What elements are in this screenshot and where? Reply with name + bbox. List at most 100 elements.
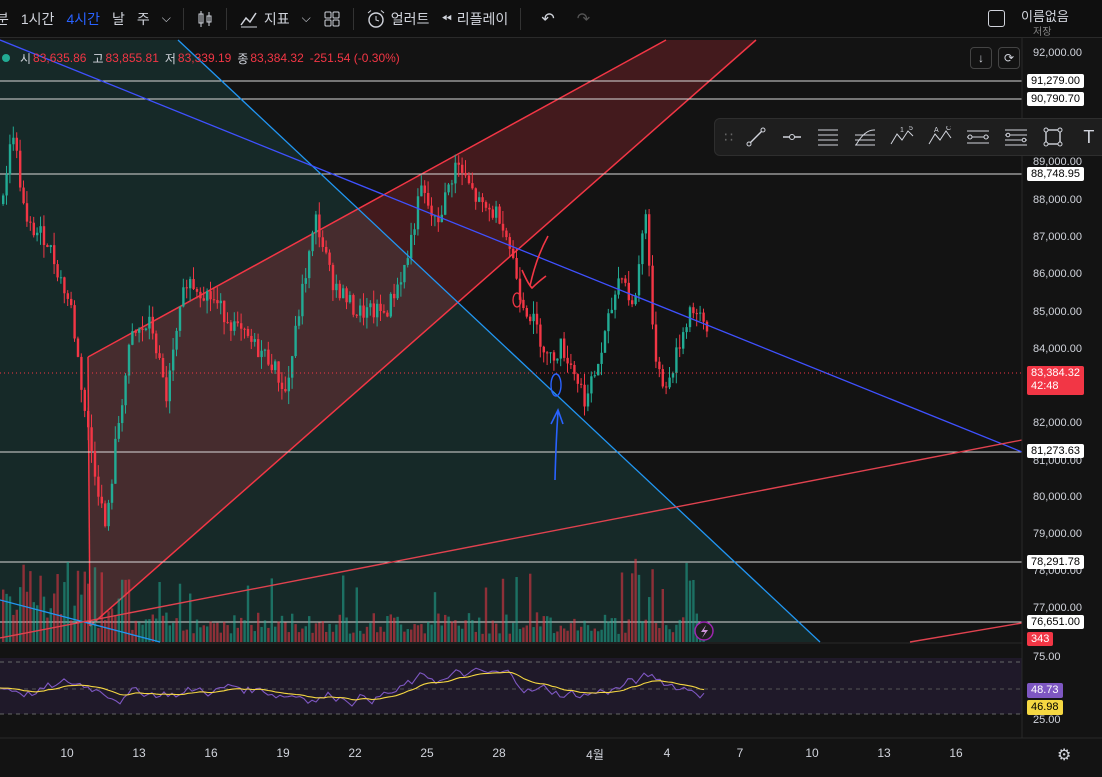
- volume-bar: [413, 624, 416, 642]
- candle-body: [644, 214, 647, 234]
- download-button[interactable]: ↓: [970, 47, 992, 69]
- fib-retracement-tool[interactable]: [1003, 124, 1029, 150]
- candle-body: [100, 496, 103, 504]
- divider: [182, 7, 184, 30]
- time-tick: 10: [805, 746, 819, 760]
- interval-day[interactable]: 날: [106, 0, 131, 38]
- volume-bar: [168, 625, 171, 642]
- volume-bar: [566, 630, 569, 642]
- level-tag[interactable]: 76,651.00: [1027, 615, 1084, 629]
- volume-bar: [600, 629, 603, 642]
- interval-1h[interactable]: 1시간: [15, 0, 61, 38]
- volume-bar: [263, 620, 267, 642]
- candle-body: [168, 370, 171, 402]
- layout-name[interactable]: 이름없음 저장: [1021, 6, 1069, 38]
- volume-bar: [518, 628, 522, 642]
- volume-bar: [654, 623, 658, 642]
- level-tag[interactable]: 78,291.78: [1027, 555, 1084, 569]
- alert-button[interactable]: 얼러트: [360, 0, 436, 38]
- candle-body: [508, 237, 511, 249]
- volume-bar: [138, 622, 141, 642]
- candle-body: [291, 356, 294, 378]
- candle-body: [308, 251, 311, 279]
- candle-body: [624, 278, 627, 283]
- candle-body: [467, 175, 471, 184]
- volume-bar: [641, 621, 644, 642]
- volume-bar: [454, 620, 457, 642]
- candle-body: [423, 185, 426, 193]
- undo-button[interactable]: ↶: [527, 0, 568, 38]
- candle-body: [189, 279, 192, 289]
- refresh-button[interactable]: ⟳: [998, 47, 1020, 69]
- settings-button[interactable]: ⚙: [1057, 745, 1071, 765]
- volume-bar: [291, 613, 294, 642]
- volume-bar: [379, 626, 382, 642]
- level-tag[interactable]: 90,790.70: [1027, 92, 1084, 106]
- candle-body: [450, 183, 454, 185]
- redo-button[interactable]: ↷: [569, 0, 598, 38]
- volume-bar: [280, 615, 284, 642]
- interval-4h[interactable]: 4시간: [60, 0, 106, 38]
- candle-body: [46, 245, 49, 247]
- volume-bar: [508, 633, 511, 642]
- volume-bar: [427, 621, 430, 642]
- indicators-dropdown[interactable]: ⌵: [296, 0, 317, 38]
- volume-bar: [178, 583, 182, 642]
- candle-body: [671, 373, 675, 378]
- fib-fan-tool[interactable]: [853, 124, 877, 150]
- interval-dropdown[interactable]: ⌵: [156, 0, 177, 38]
- price-tick: 86,000.00: [1033, 268, 1082, 280]
- candle-body: [600, 352, 603, 364]
- candle-body: [682, 332, 685, 349]
- level-tag[interactable]: 81,273.63: [1027, 444, 1084, 458]
- rectangle-icon: [1043, 127, 1063, 147]
- chart-type-button[interactable]: [190, 0, 220, 38]
- layout-button[interactable]: [317, 0, 347, 38]
- price-range-tool[interactable]: [965, 124, 991, 150]
- candle-body: [525, 308, 528, 317]
- indicators-button[interactable]: 지표: [233, 0, 296, 38]
- open-label: 시: [20, 51, 32, 66]
- candle-body: [39, 226, 42, 233]
- price-chart[interactable]: [0, 38, 1102, 777]
- candle-body: [498, 206, 501, 224]
- candle-body: [182, 287, 185, 307]
- trendline-tool[interactable]: [744, 124, 768, 150]
- replay-button[interactable]: ⏪︎ 리플레이: [435, 0, 514, 38]
- candle-body: [620, 278, 624, 280]
- candle-body: [138, 328, 141, 333]
- volume-bar: [539, 626, 542, 642]
- chart-area[interactable]: [0, 38, 1102, 777]
- interval-minute[interactable]: 분: [0, 0, 15, 38]
- candle-body: [420, 185, 423, 197]
- time-tick: 16: [204, 746, 218, 760]
- top-toolbar: 분 1시간 4시간 날 주 ⌵ 지표 ⌵ 얼러트 ⏪︎ 리플레이 ↶ ↷: [0, 0, 1102, 38]
- candle-body: [12, 137, 15, 145]
- high-label: 고: [92, 51, 104, 66]
- candle-body: [328, 252, 331, 265]
- interval-week[interactable]: 주: [131, 0, 156, 38]
- drag-handle[interactable]: ∷: [724, 128, 734, 145]
- level-tag[interactable]: 88,748.95: [1027, 167, 1084, 181]
- fib-fan-icon: [854, 129, 875, 146]
- time-tick: 16: [949, 746, 963, 760]
- candle-body: [648, 214, 651, 266]
- horizontal-ray-tool[interactable]: [780, 124, 804, 150]
- parallel-channel-tool[interactable]: [816, 124, 840, 150]
- candle-body: [685, 327, 688, 333]
- indicators-label: 지표: [263, 10, 290, 27]
- text-tool[interactable]: T: [1077, 124, 1101, 150]
- layout-checkbox[interactable]: [988, 10, 1005, 27]
- volume-bar: [675, 624, 678, 642]
- price-range-icon: [966, 130, 989, 144]
- volume-bar: [359, 630, 362, 642]
- volume-bar: [474, 631, 477, 642]
- volume-bar: [165, 612, 168, 642]
- candle-body: [260, 350, 263, 358]
- time-tick: 13: [877, 746, 891, 760]
- level-tag[interactable]: 91,279.00: [1027, 74, 1084, 88]
- rectangle-tool[interactable]: [1041, 124, 1065, 150]
- save-label: 저장: [1033, 27, 1052, 38]
